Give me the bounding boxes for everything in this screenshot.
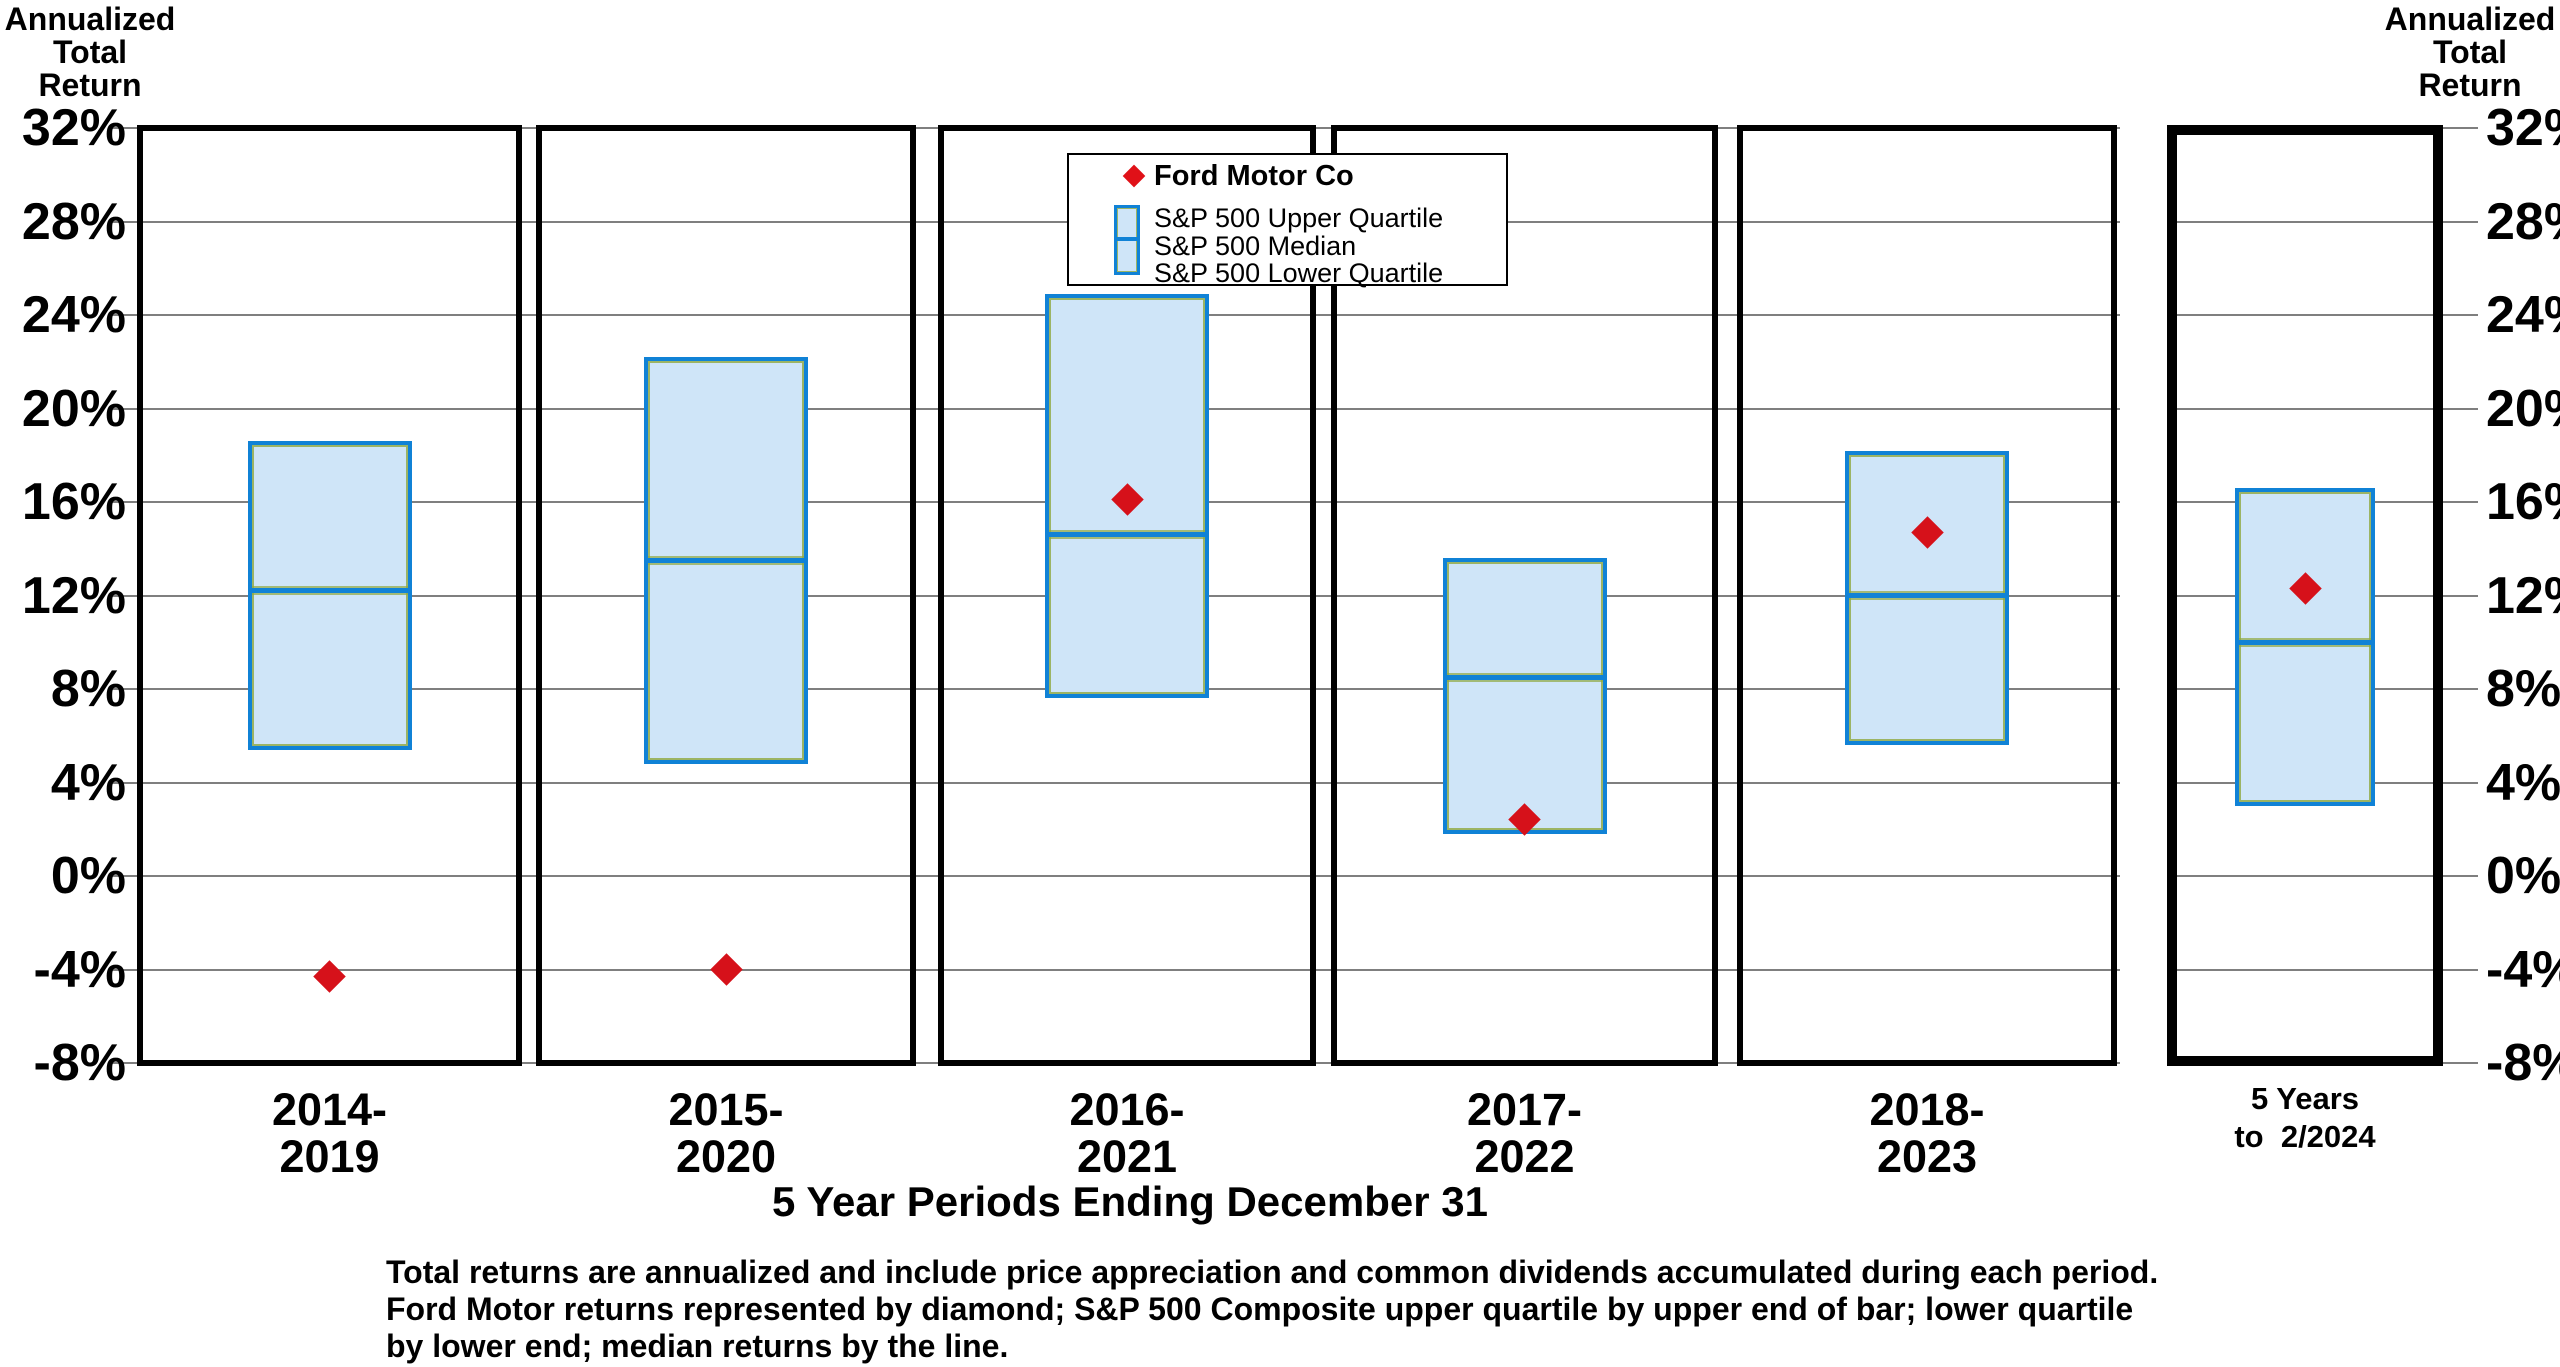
gridline-current-panel [2172, 220, 2438, 223]
left-axis-title-line3: Return [38, 67, 142, 103]
period-label: 5 Years to 2/2024 [2234, 1081, 2376, 1154]
gridline-right-stub [2440, 875, 2478, 877]
sp500-median-line [648, 557, 804, 563]
period-panel-4 [1331, 125, 1718, 1066]
period-panel-5 [1737, 125, 2117, 1066]
period-panel-3 [938, 125, 1316, 1066]
right-axis-title-line1: Annualized [2384, 1, 2556, 37]
y-axis-tick-label-right: 28% [2486, 192, 2560, 251]
y-axis-tick-label-left: 8% [50, 660, 126, 718]
legend-median-label: S&P 500 Median [1154, 231, 1357, 261]
period-label: 2014- 2019 [271, 1084, 388, 1182]
left-axis-title-line2: Total [52, 34, 128, 70]
y-axis-tick-label-left: -8% [33, 1034, 126, 1092]
right-axis-title-line2: Total [2432, 34, 2508, 70]
x-axis-title: 5 Year Periods Ending December 31 [772, 1178, 1488, 1225]
footnote-line3: by lower end; median returns by the line… [386, 1328, 1009, 1364]
gridline-current-panel [2172, 314, 2438, 316]
y-axis-tick-label-right: 16% [2486, 473, 2560, 531]
ford-diamond-icon [1122, 164, 1146, 188]
y-axis-tick-label-left: 24% [21, 286, 126, 344]
footnote: Total returns are annualized and include… [386, 1254, 2158, 1365]
y-axis-tick-label-right: 20% [2486, 379, 2560, 438]
legend: Ford Motor Co S&P 500 Upper Quartile S&P… [1067, 153, 1508, 288]
gridline-right-stub [2440, 688, 2478, 690]
gridline-right-stub [2440, 314, 2478, 316]
y-axis-tick-label-left: 4% [50, 753, 126, 812]
left-axis-title-line1: Annualized [4, 1, 176, 37]
gridline-current-panel [2172, 407, 2438, 410]
period-label: 2016- 2021 [1069, 1084, 1185, 1182]
gridline-right-stub [2440, 1062, 2478, 1064]
sp500-quartile-box [1845, 450, 2009, 746]
y-axis-tick-label-left: 16% [21, 473, 126, 531]
sp500-quartile-box [2235, 487, 2375, 806]
gridline-right-stub [2440, 220, 2478, 223]
y-axis-tick-label-left: -4% [33, 940, 126, 999]
legend-ford-label: Ford Motor Co [1154, 160, 1354, 192]
footnote-line1: Total returns are annualized and include… [386, 1254, 2159, 1290]
right-axis-title: Annualized Total Return [2380, 3, 2560, 102]
y-axis-tick-label-left: 0% [50, 847, 126, 905]
legend-upper-quartile-label: S&P 500 Upper Quartile [1154, 203, 1444, 233]
gridline [112, 875, 2120, 877]
y-axis-tick-label-left: 20% [21, 379, 126, 438]
y-axis-tick-label-left: 32% [21, 99, 126, 157]
y-axis-tick-label-left: 28% [21, 192, 126, 251]
quartile-box-icon [1114, 205, 1140, 275]
gridline-current-panel [2172, 875, 2438, 877]
gridline [112, 781, 2120, 784]
y-axis-tick-label-right: 4% [2486, 753, 2560, 812]
gridline-right-stub [2440, 501, 2478, 503]
gridline-right-stub [2440, 127, 2478, 129]
y-axis-tick-label-right: 8% [2486, 660, 2560, 718]
gridline-right-stub [2440, 781, 2478, 784]
right-axis-title-line3: Return [2418, 67, 2522, 103]
legend-lower-quartile-label: S&P 500 Lower Quartile [1154, 258, 1444, 288]
y-axis-tick-label-right: 32% [2486, 99, 2560, 157]
period-label: 2015- 2020 [668, 1084, 784, 1182]
sp500-quartile-box [1045, 293, 1209, 699]
median-line-icon [1117, 237, 1137, 241]
period-panel-6 [2167, 125, 2443, 1066]
gridline-right-stub [2440, 407, 2478, 410]
period-label: 2018- 2023 [1869, 1084, 1985, 1182]
sp500-median-line [251, 588, 408, 594]
sp500-quartile-box [1442, 558, 1607, 834]
y-axis-tick-label-right: 12% [2486, 566, 2560, 625]
period-label: 2017- 2022 [1466, 1084, 1583, 1182]
gridline [112, 968, 2120, 971]
sp500-quartile-box [644, 357, 808, 764]
left-axis-title: Annualized Total Return [0, 3, 180, 102]
period-panel-2 [536, 125, 916, 1066]
gridline-right-stub [2440, 594, 2478, 597]
sp500-median-line [1049, 532, 1205, 538]
period-panel-1 [137, 125, 522, 1066]
sp500-median-line [1849, 592, 2005, 598]
y-axis-tick-label-right: 24% [2486, 286, 2560, 344]
y-axis-tick-label-right: 0% [2486, 847, 2560, 905]
y-axis-tick-label-left: 12% [21, 566, 126, 625]
y-axis-tick-label-right: -8% [2486, 1034, 2560, 1092]
sp500-median-line [2239, 639, 2371, 645]
sp500-quartile-box [247, 441, 412, 750]
sp500-median-line [1446, 674, 1603, 680]
gridline-current-panel [2172, 968, 2438, 971]
y-axis-tick-label-right: -4% [2486, 940, 2560, 999]
footnote-line2: Ford Motor returns represented by diamon… [386, 1291, 2134, 1327]
gridline-right-stub [2440, 968, 2478, 971]
